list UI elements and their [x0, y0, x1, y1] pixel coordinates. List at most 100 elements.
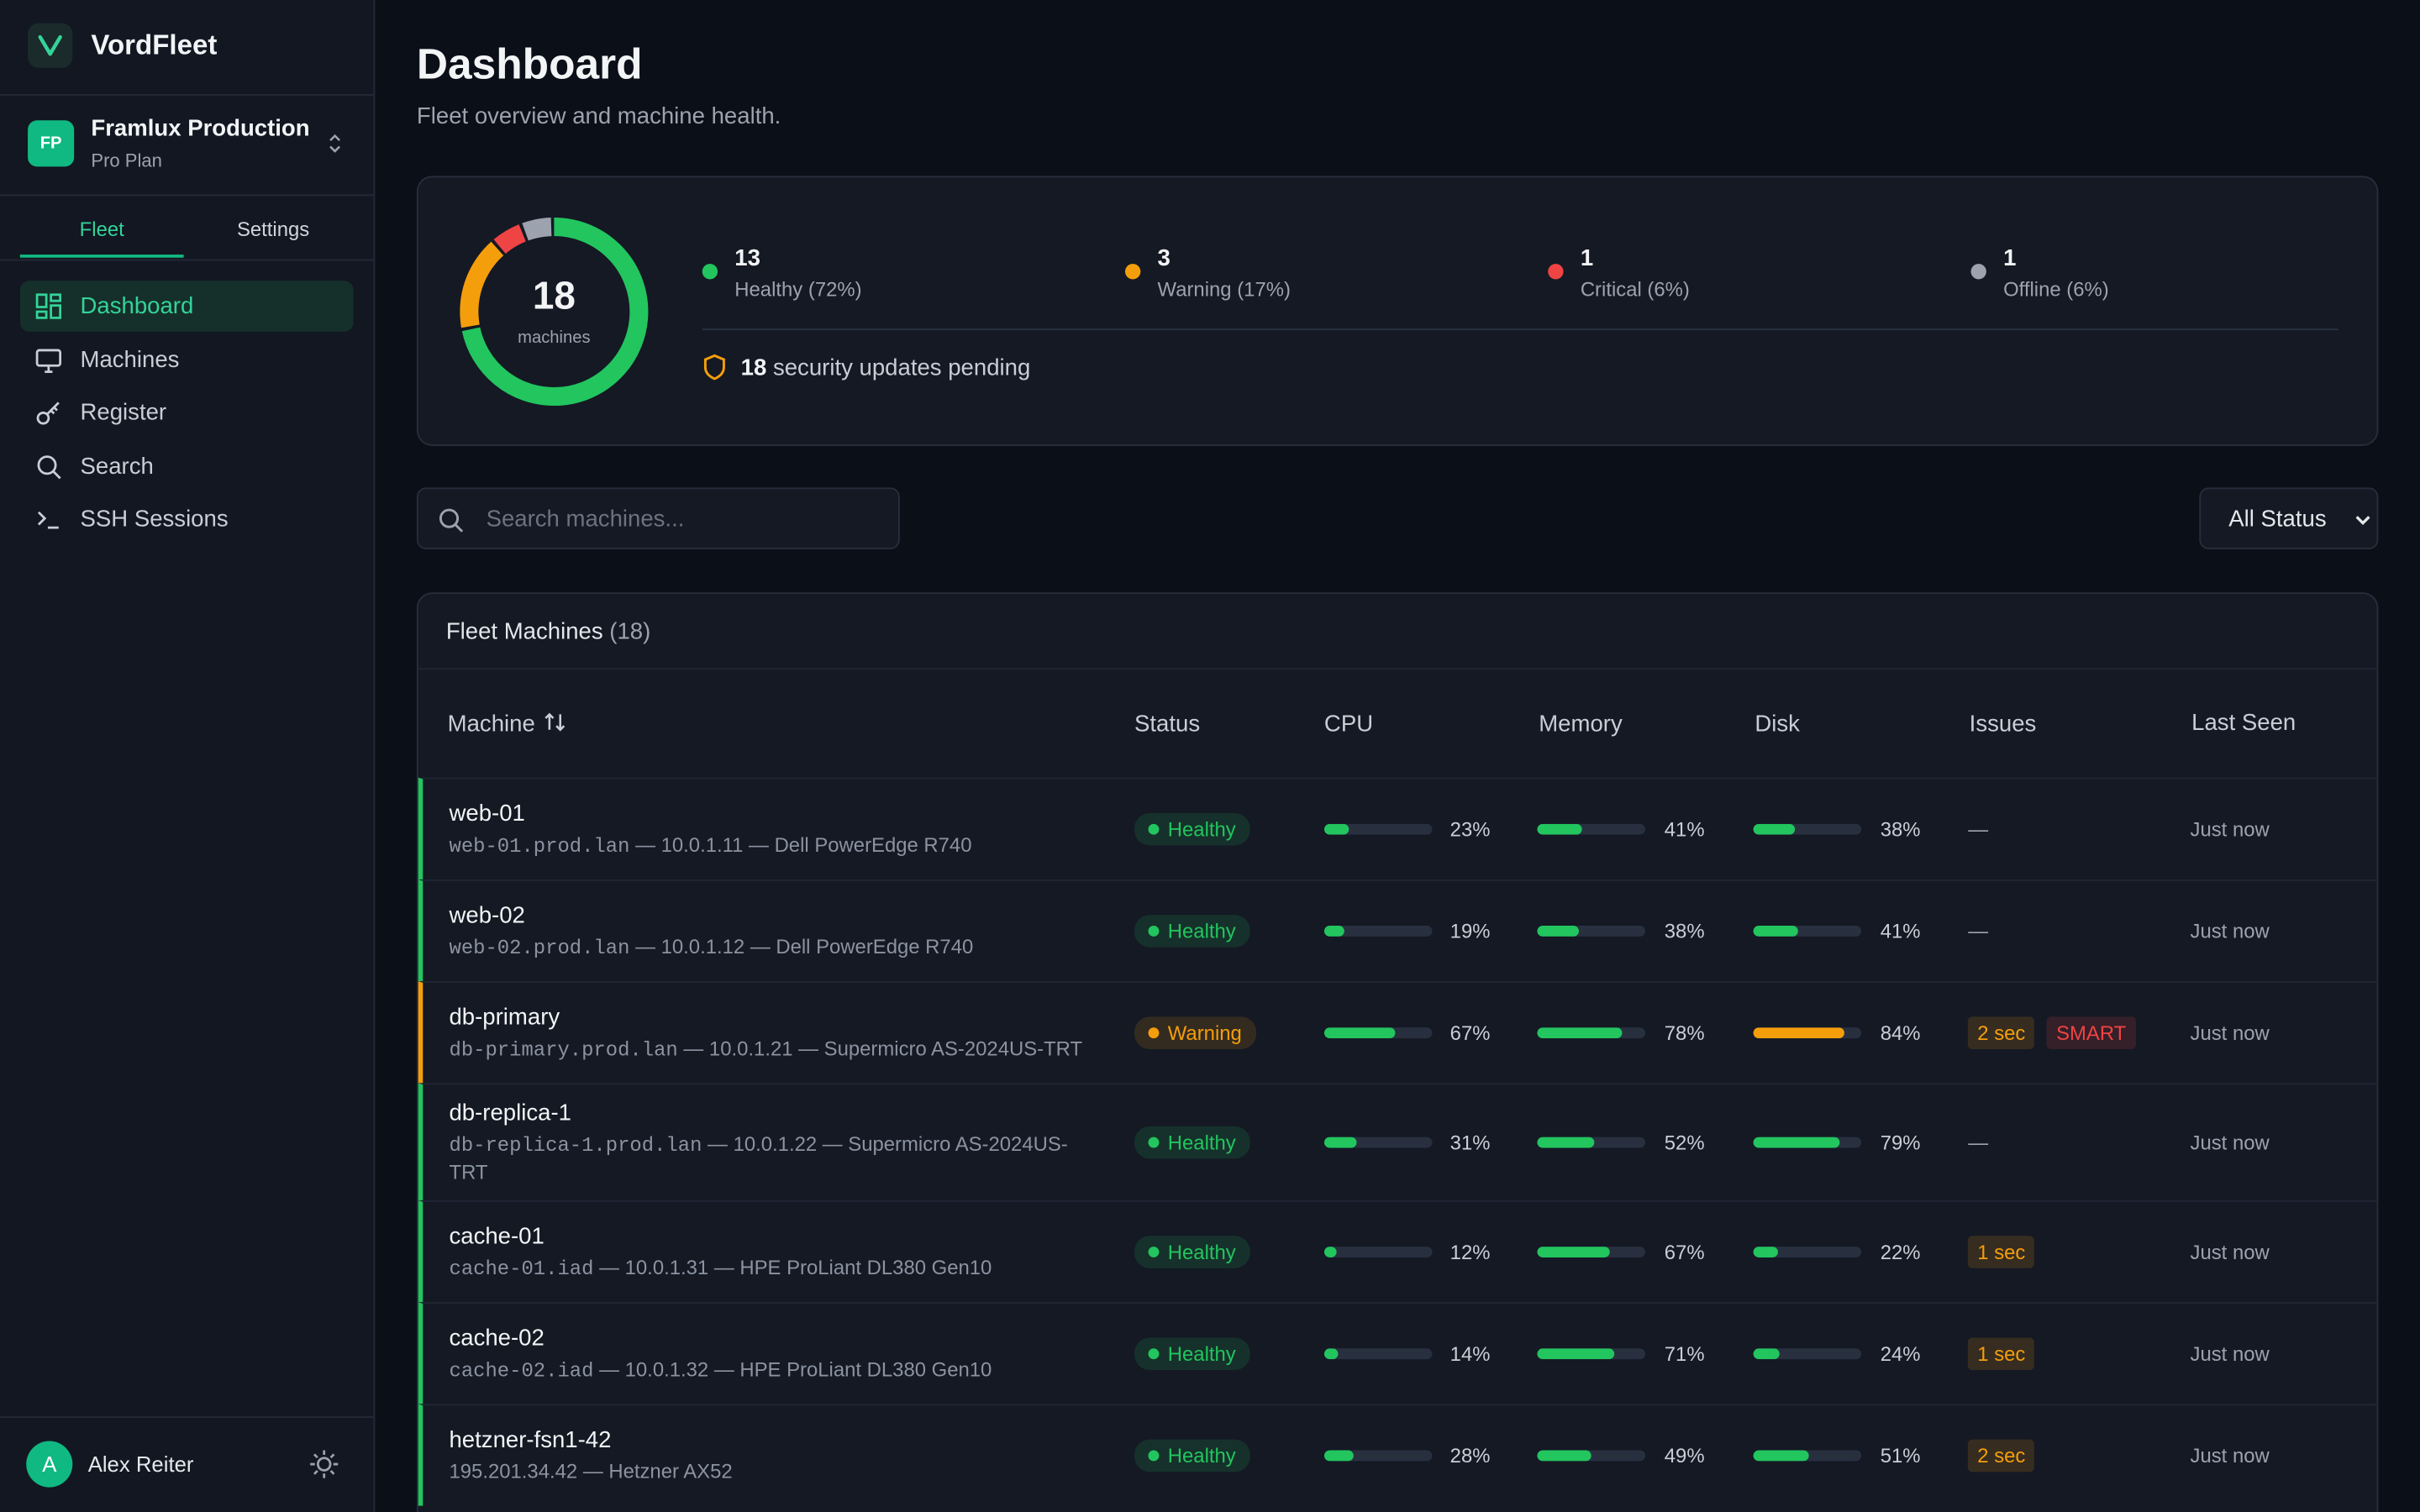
table-row[interactable]: cache-01 cache-01.iad — 10.0.1.31 — HPE P… — [418, 1200, 2377, 1303]
column-header: Status — [1134, 711, 1324, 737]
status-badge: Healthy — [1134, 812, 1250, 846]
last-seen-cell: Just now — [2191, 1131, 2377, 1154]
memory-bar — [1538, 1247, 1611, 1257]
status-cell: Healthy — [1134, 1337, 1323, 1371]
usage-track — [1323, 1027, 1432, 1039]
last-seen: Just now — [2190, 1240, 2270, 1264]
status-dot — [1147, 1348, 1159, 1360]
table-row[interactable]: db-primary db-primary.prod.lan — 10.0.1.2… — [418, 981, 2377, 1084]
issue-tag[interactable]: 1 sec — [1968, 1337, 2035, 1371]
donut-label: machines — [518, 328, 591, 348]
usage-track — [1754, 1348, 1862, 1360]
search-placeholder: Search machines... — [486, 506, 685, 533]
nav-item[interactable]: Dashboard — [19, 281, 354, 332]
stat-label: Healthy (72%) — [734, 277, 862, 302]
usage-track — [1754, 1137, 1862, 1148]
table-row[interactable]: web-02 web-02.prod.lan — 10.0.1.12 — Dell… — [418, 879, 2377, 982]
machine-info: 195.201.34.42 — Hetzner AX52 — [449, 1459, 733, 1483]
cpu-label: 28% — [1449, 1444, 1491, 1467]
brand: VordFleet — [91, 29, 218, 60]
usage-track — [1323, 1450, 1432, 1462]
machine-name: hetzner-fsn1-42 — [449, 1426, 612, 1454]
disk-bar — [1754, 1247, 1778, 1257]
status-badge: Healthy — [1134, 1337, 1250, 1371]
machine-detail: cache-02.iad — 10.0.1.32 — HPE ProLiant … — [449, 1356, 1087, 1383]
tab[interactable]: Fleet — [79, 217, 124, 241]
memory-cell: 49% — [1538, 1444, 1754, 1467]
usage-track — [1538, 926, 1646, 937]
issues-cell: — — [1968, 816, 2190, 843]
column-header: Disk — [1754, 711, 1969, 737]
search-box[interactable]: Search machines... — [416, 487, 900, 549]
nav-item[interactable]: Machines — [20, 334, 354, 386]
disk-bar — [1754, 926, 1798, 937]
column-header: CPU — [1324, 711, 1539, 737]
cpu-cell: 19% — [1323, 920, 1538, 942]
table-row[interactable]: web-01 web-01.prod.lan — 10.0.1.11 — Dell… — [418, 777, 2377, 879]
nav-icon — [35, 293, 62, 319]
memory-bar — [1538, 1137, 1595, 1148]
stat-label: Warning (17%) — [1157, 277, 1291, 302]
table-title: Fleet Machines — [445, 617, 603, 644]
cpu-cell: 12% — [1323, 1241, 1538, 1263]
nav-item[interactable]: SSH Sessions — [20, 494, 354, 545]
issue-tag[interactable]: 2 sec — [1968, 1439, 2035, 1473]
table-row[interactable]: db-replica-1 db-replica-1.prod.lan — 10.0… — [418, 1083, 2377, 1200]
nav-item[interactable]: Search — [20, 440, 354, 491]
memory-bar — [1538, 1348, 1615, 1360]
table-row[interactable]: cache-02 cache-02.iad — 10.0.1.32 — HPE P… — [418, 1302, 2377, 1404]
usage-track — [1538, 1450, 1646, 1462]
stat-dot — [1124, 264, 1141, 280]
memory-cell: 38% — [1538, 920, 1754, 942]
stat-count: 1 — [2003, 245, 2017, 272]
nav-icon — [35, 348, 62, 373]
chevron — [2355, 516, 2370, 525]
status-filter-value: All Status — [2228, 506, 2327, 533]
machine-host: db-primary.prod.lan — [449, 1037, 678, 1061]
table-row[interactable]: hetzner-fsn1-42 195.201.34.42 — Hetzner A… — [418, 1404, 2377, 1506]
nav-item[interactable]: Register — [20, 387, 354, 438]
status-filter[interactable]: All Status — [2199, 487, 2379, 549]
tab-underline — [19, 255, 184, 258]
cpu-cell: 31% — [1323, 1131, 1538, 1154]
org-name[interactable]: Framlux Production — [91, 115, 310, 142]
last-seen: Just now — [2190, 1444, 2270, 1467]
usage-track — [1538, 1348, 1646, 1360]
org-avatar: FP — [28, 120, 75, 167]
issue-tag[interactable]: 1 sec — [1968, 1236, 2035, 1268]
machine-detail: web-01.prod.lan — 10.0.1.11 — Dell Power… — [449, 831, 1087, 858]
machine-info: — 10.0.1.22 — Supermicro AS-2024US-TRT — [449, 1132, 1068, 1184]
disk-label: 51% — [1880, 1444, 1921, 1467]
status-text: Healthy — [1167, 1444, 1236, 1467]
cpu-bar — [1323, 1247, 1337, 1257]
nav-label: SSH Sessions — [80, 506, 229, 533]
theme-toggle[interactable] — [308, 1449, 339, 1480]
disk-bar — [1754, 1450, 1809, 1462]
disk-cell: 51% — [1754, 1444, 1968, 1467]
nav-icon — [37, 511, 59, 529]
cpu-cell: 14% — [1323, 1342, 1538, 1366]
issue-tag[interactable]: SMART — [2047, 1016, 2136, 1049]
org-switcher[interactable] — [326, 131, 345, 155]
memory-label: 67% — [1664, 1240, 1705, 1264]
disk-label: 38% — [1880, 817, 1921, 842]
status-text: Warning — [1167, 1021, 1242, 1045]
status-cell: Healthy — [1134, 1236, 1323, 1268]
column-header[interactable]: Machine — [418, 711, 1134, 737]
issue-tag[interactable]: 2 sec — [1968, 1016, 2035, 1049]
table-body: web-01 web-01.prod.lan — 10.0.1.11 — Dell… — [418, 777, 2377, 1506]
stat-dot — [1970, 264, 1986, 280]
sort-icon[interactable] — [543, 711, 567, 732]
memory-label: 78% — [1664, 1021, 1705, 1045]
status-badge: Healthy — [1134, 1236, 1250, 1268]
column-header: Memory — [1539, 711, 1754, 737]
tab[interactable]: Settings — [236, 217, 310, 241]
status-text: Healthy — [1167, 1341, 1236, 1366]
status-text: Healthy — [1167, 919, 1236, 943]
stat-count: 1 — [1580, 245, 1594, 272]
last-seen: Just now — [2190, 919, 2270, 943]
page-title: Dashboard — [416, 39, 643, 88]
stat-label: Offline (6%) — [2003, 277, 2109, 302]
org-plan: Pro Plan — [91, 150, 162, 171]
status-dot — [1147, 926, 1159, 937]
